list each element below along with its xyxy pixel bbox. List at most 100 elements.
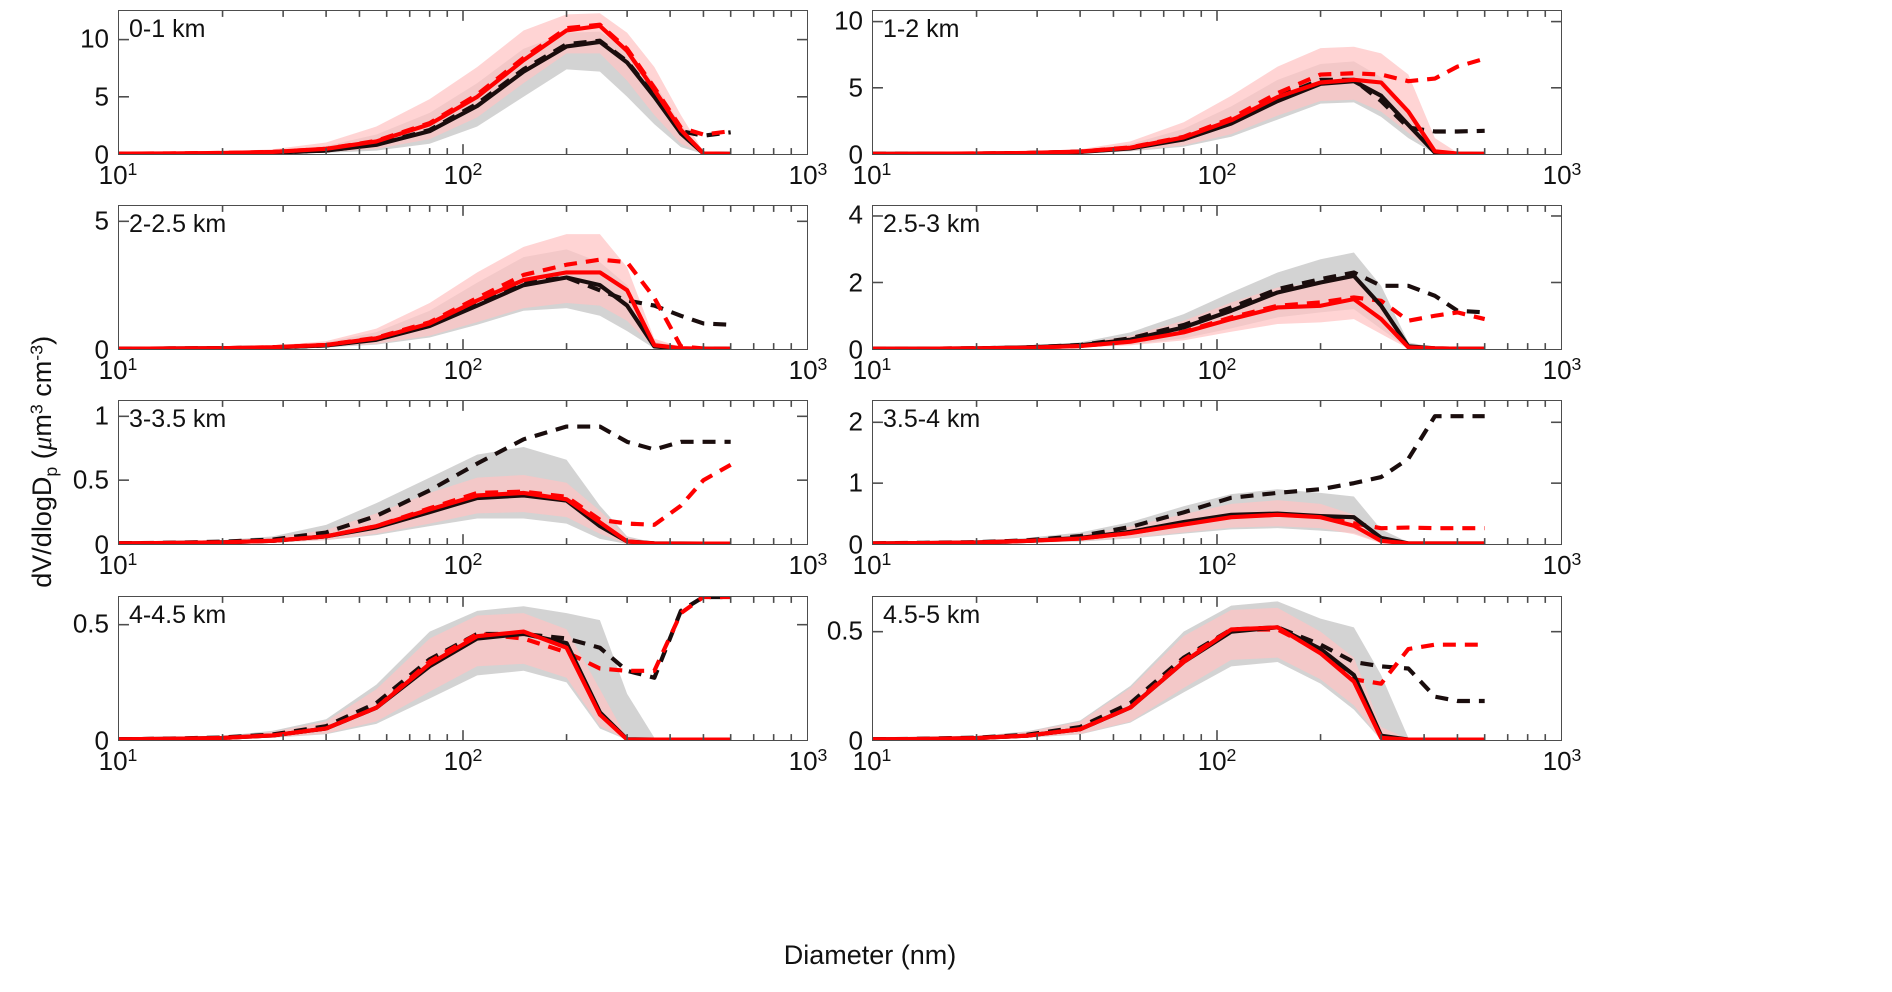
pink-uncertainty-band [119, 234, 731, 349]
y-axis-tick-label: 5 [848, 72, 863, 103]
x-axis-tick-label: 103 [1542, 745, 1582, 777]
plot-canvas [873, 401, 1561, 544]
plot-box: 4.5-5 km [872, 596, 1562, 741]
series-line-red-solid [119, 490, 731, 544]
series-line-red-dashed [119, 257, 731, 349]
x-axis-tick-label: 103 [1542, 159, 1582, 191]
y-axis-tick-label: 0 [94, 725, 109, 756]
y-axis-tick-label: 5 [94, 81, 109, 112]
panel-title: 4-4.5 km [129, 601, 227, 629]
series-line-red-solid [873, 512, 1485, 544]
y-axis-tick-label: 0 [94, 139, 109, 170]
x-axis-tick-label: 103 [788, 354, 828, 386]
y-axis-tick-label: 10 [80, 23, 109, 54]
series-line-red-solid [873, 625, 1485, 740]
panel-title: 3.5-4 km [883, 405, 981, 433]
pink-uncertainty-band [873, 275, 1485, 349]
panel-4-4-5-km: 4-4.5 km 0 0.5 101 102 103 [73, 596, 827, 776]
plot-canvas [119, 401, 807, 544]
series-line-black-dashed [873, 625, 1485, 740]
y-axis-tick-label: 1 [848, 467, 863, 498]
y-axis-tick-label: 2 [848, 267, 863, 298]
panel-title: 1-2 km [883, 15, 960, 43]
x-axis-tick-label: 103 [1542, 549, 1582, 581]
series-line-red-dashed [873, 627, 1485, 740]
panel-title: 4.5-5 km [883, 601, 981, 629]
panel-1-2-km: 1-2 km 0 5 10 101 102 103 [834, 5, 1581, 190]
x-axis-tick-label: 101 [852, 549, 892, 581]
series-line-black-dashed [873, 414, 1485, 544]
x-axis-tick-label: 102 [1197, 745, 1237, 777]
plot-canvas [873, 597, 1561, 740]
x-axis-tick-label: 101 [852, 745, 892, 777]
x-axis-tick-label: 102 [1197, 159, 1237, 191]
plot-canvas [873, 11, 1561, 154]
panel-title: 2.5-3 km [883, 210, 981, 238]
x-axis-tick-label: 101 [852, 159, 892, 191]
x-axis-tick-label: 102 [443, 549, 483, 581]
series-line-red-dashed [119, 597, 731, 740]
y-axis-label-text: dV/dlogDp (μm3 cm-3) [26, 335, 61, 588]
plot-box: 0-1 km [118, 10, 808, 155]
series-line-red-solid [119, 23, 731, 154]
y-axis-tick-label: 0.5 [72, 464, 109, 495]
y-axis-tick-label: 4 [848, 199, 863, 230]
y-axis-tick-label: 0 [848, 529, 863, 560]
pink-uncertainty-band [873, 607, 1485, 740]
pink-uncertainty-band [119, 613, 731, 740]
series-line-red-solid [119, 270, 731, 349]
panel-0-1-km: 0-1 km 0 5 10 101 102 103 [80, 10, 827, 190]
x-axis-tick-label: 103 [788, 549, 828, 581]
panel-3-3-5-km: 3-3.5 km 0 0.5 1 101 102 103 [73, 400, 827, 580]
x-axis-tick-label: 101 [98, 159, 138, 191]
series-line-red-solid [873, 297, 1485, 349]
plot-canvas [873, 206, 1561, 349]
plot-canvas [119, 206, 807, 349]
x-axis-tick-label: 101 [852, 354, 892, 386]
x-axis-tick-label: 102 [1197, 549, 1237, 581]
y-axis-tick-label: 0 [94, 334, 109, 365]
panel-title: 0-1 km [129, 15, 206, 43]
pink-uncertainty-band [119, 13, 731, 154]
x-axis-tick-label: 101 [98, 549, 138, 581]
y-axis-tick-label: 0.5 [72, 608, 109, 639]
panel-4-5-5-km: 4.5-5 km 0 0.5 101 102 103 [827, 596, 1581, 776]
y-axis-tick-label: 0 [848, 334, 863, 365]
pink-uncertainty-band [873, 46, 1485, 154]
x-axis-tick-label: 101 [98, 354, 138, 386]
y-axis-tick-label: 0 [848, 725, 863, 756]
plot-box: 3.5-4 km [872, 400, 1562, 545]
panel-3-5-4-km: 3.5-4 km 0 1 2 101 102 103 [849, 400, 1581, 580]
series-line-red-solid [873, 77, 1485, 154]
x-axis-tick-label: 102 [443, 745, 483, 777]
y-axis-tick-label: 0.5 [826, 615, 863, 646]
y-axis-tick-label: 2 [848, 406, 863, 437]
plot-box: 1-2 km [872, 10, 1562, 155]
x-axis-tick-label: 102 [443, 354, 483, 386]
x-axis-tick-label: 102 [1197, 354, 1237, 386]
y-axis-tick-label: 0 [94, 529, 109, 560]
plot-box: 3-3.5 km [118, 400, 808, 545]
y-axis-tick-label: 10 [834, 5, 863, 36]
series-line-black-dashed [119, 424, 731, 544]
plot-canvas [119, 11, 807, 154]
panel-2-5-3-km: 2.5-3 km 0 2 4 101 102 103 [849, 200, 1582, 386]
y-axis-label: dV/dlogDp (μm3 cm-3) [26, 162, 62, 762]
plot-box: 2.5-3 km [872, 205, 1562, 350]
gray-uncertainty-band [119, 31, 731, 154]
x-axis-tick-label: 103 [1542, 354, 1582, 386]
panel-2-2-5-km: 2-2.5 km 0 5 101 102 103 [95, 205, 827, 385]
x-axis-label: Diameter (nm) [783, 940, 957, 970]
y-axis-tick-label: 0 [848, 139, 863, 170]
x-axis-tick-label: 101 [98, 745, 138, 777]
panel-title: 2-2.5 km [129, 210, 227, 238]
x-axis-tick-label: 102 [443, 159, 483, 191]
x-axis-tick-label: 103 [788, 159, 828, 191]
y-axis-tick-label: 1 [94, 400, 109, 431]
plot-canvas [119, 597, 807, 740]
y-axis-tick-label: 5 [94, 205, 109, 236]
plot-box: 2-2.5 km [118, 205, 808, 350]
panel-title: 3-3.5 km [129, 405, 227, 433]
series-line-red-solid [119, 629, 731, 740]
